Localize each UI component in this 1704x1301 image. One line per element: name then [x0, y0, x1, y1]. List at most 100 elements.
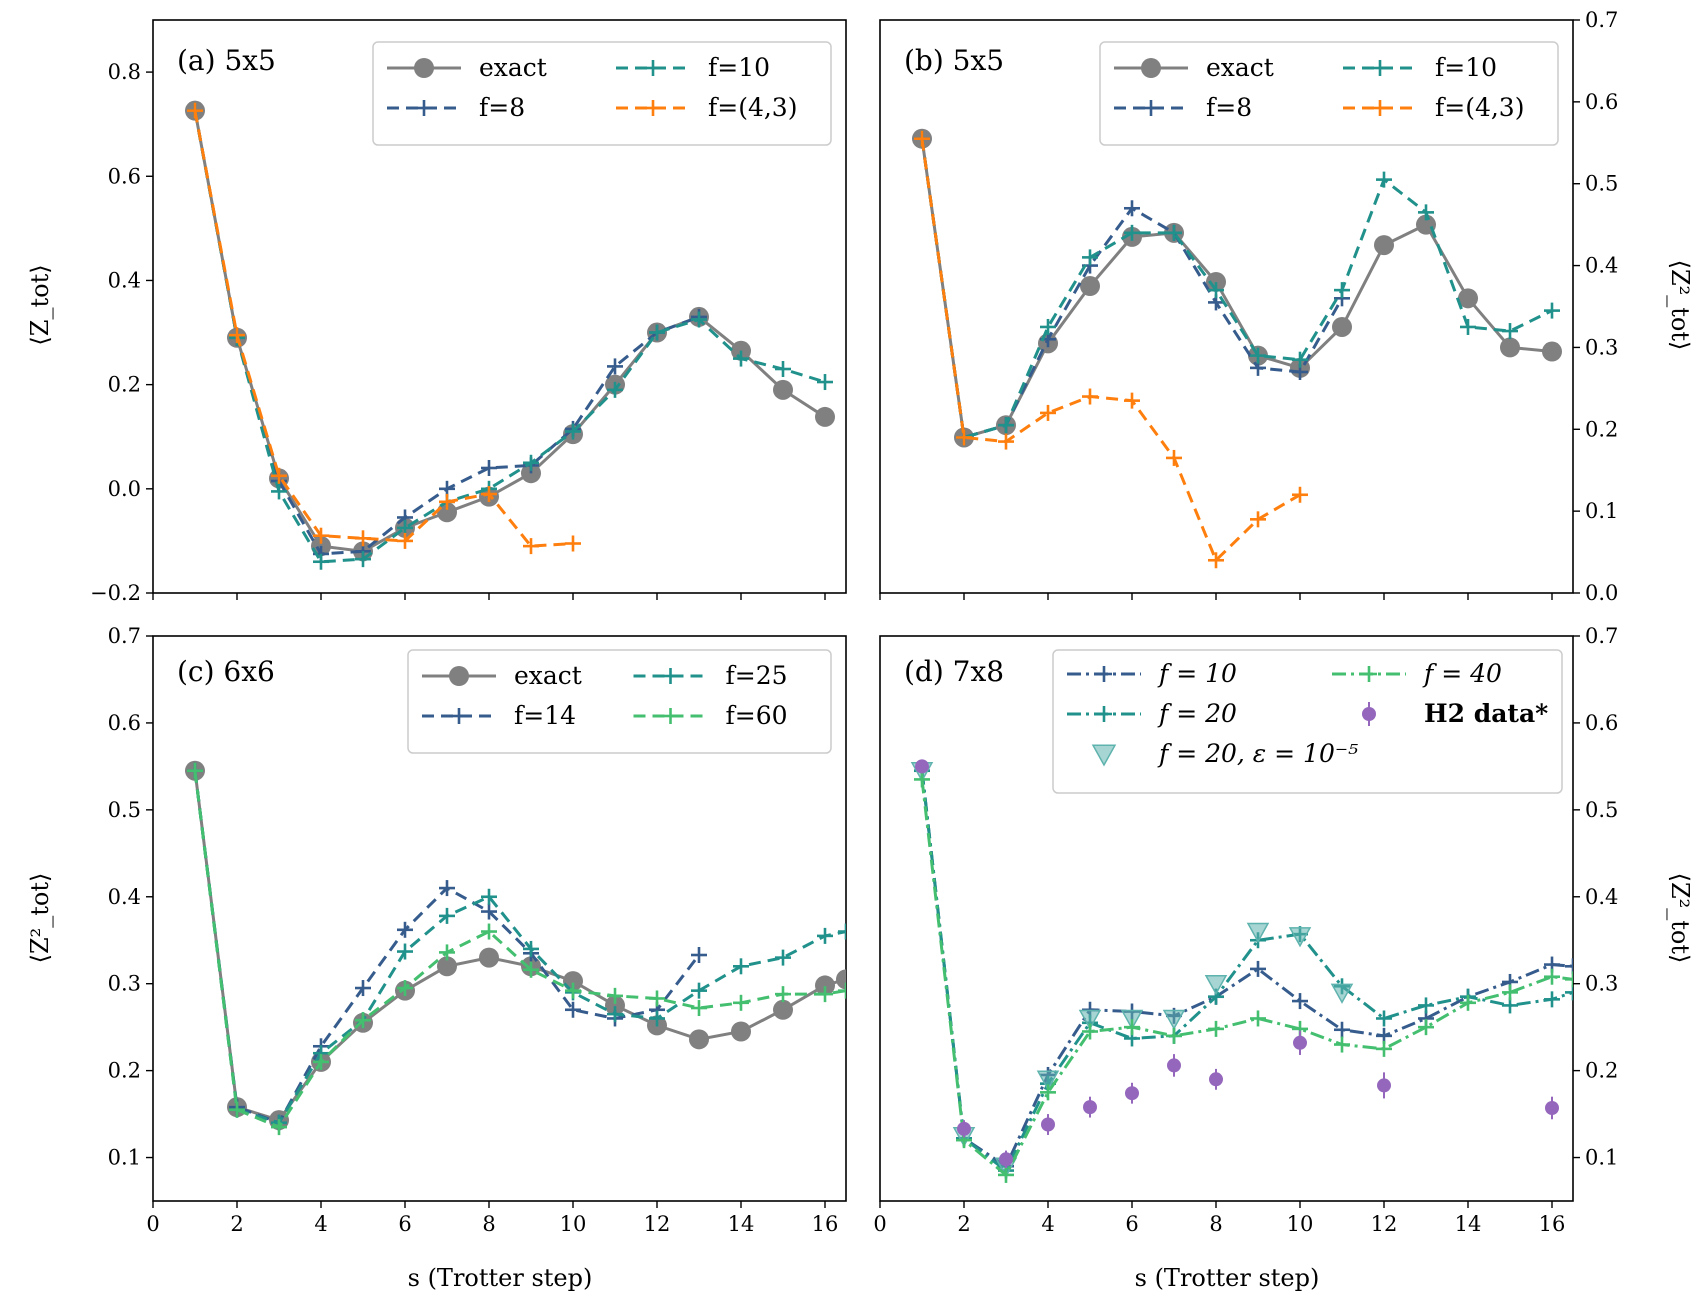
- x-tick-label: 8: [482, 1212, 495, 1236]
- y-tick-label: 0.2: [108, 373, 141, 397]
- x-tick-label: 12: [1371, 1212, 1398, 1236]
- series-exact: [912, 128, 1562, 448]
- legend-swatch: [1091, 744, 1117, 767]
- y-tick-label: 0.7: [1585, 8, 1618, 32]
- legend-frame: [1052, 649, 1563, 794]
- panel-b: (b) 5x5 ⟨Z²_tot⟩ 0.0 0.1 0.2 0.3 0.4 0.5 0.6 0.…: [879, 8, 1694, 605]
- data-point: [1162, 1009, 1186, 1031]
- x-tick-label: 0: [146, 1212, 159, 1236]
- series-f-60: [187, 762, 846, 1136]
- data-point: [1542, 341, 1562, 362]
- legend: f = 10 f = 20 f = 20, ε = 10⁻⁵ f = 40 H2 dat…: [1052, 649, 1563, 794]
- y-axis-label: ⟨Z²_tot⟩: [26, 873, 54, 964]
- data-point: [1167, 1058, 1181, 1073]
- plot-area: [910, 759, 1573, 1183]
- data-point: [1377, 1078, 1391, 1093]
- series-line: [920, 779, 1573, 1178]
- data-point: [1078, 1009, 1102, 1031]
- panel-title: (d) 7x8: [904, 655, 1004, 688]
- legend-entry: f = 40: [1332, 659, 1502, 688]
- data-point: [437, 956, 457, 977]
- data-point: [773, 999, 793, 1020]
- y-tick-label: 0.2: [108, 1059, 141, 1083]
- series-f-25: [187, 762, 846, 1131]
- data-point: [1209, 1072, 1223, 1087]
- legend-entry: H2 data*: [1362, 699, 1548, 728]
- legend-entry: f = 10: [1067, 659, 1237, 688]
- data-point: [773, 379, 793, 400]
- legend-label: f=(4,3): [1435, 93, 1524, 122]
- legend-frame: [407, 649, 832, 754]
- data-point: [479, 947, 499, 968]
- data-point: [915, 759, 929, 774]
- legend: exact f=14 f=25 f=60: [407, 649, 832, 754]
- x-tick-label: 14: [1455, 1212, 1482, 1236]
- y-tick-label: 0.2: [1585, 417, 1618, 441]
- legend-swatch: [449, 666, 469, 686]
- data-point: [999, 1152, 1013, 1167]
- panel-c: (c) 6x6 ⟨Z²_tot⟩ s (Trotter step) 0 2 4 6 8 1…: [26, 624, 847, 1292]
- series-h2-data-: [915, 759, 1559, 1168]
- x-tick-label: 4: [1041, 1212, 1054, 1236]
- y-tick-label: 0.3: [1585, 972, 1618, 996]
- legend-label: f=(4,3): [708, 93, 797, 122]
- series-f-8: [187, 102, 707, 562]
- data-point: [1125, 1086, 1139, 1101]
- legend-label: exact: [514, 661, 582, 690]
- data-point: [605, 995, 625, 1016]
- data-point: [1206, 271, 1226, 292]
- legend-swatch: [1141, 58, 1161, 78]
- x-tick-label: 4: [314, 1212, 327, 1236]
- legend-entry: f=10: [1343, 53, 1497, 82]
- series-line: [920, 138, 1553, 440]
- legend-swatch: [1362, 707, 1376, 721]
- legend-label: H2 data*: [1424, 699, 1548, 728]
- x-tick-label: 0: [873, 1212, 886, 1236]
- legend-label: f=60: [726, 701, 788, 730]
- legend: exact f=8 f=10 f=(4,3): [1099, 41, 1559, 146]
- series-f-40: [914, 771, 1573, 1183]
- panel-a: (a) 5x5 ⟨Z_tot⟩ −0.2 0.0 0.2 0.4 0.6 0.8 exact…: [26, 19, 847, 605]
- legend-entry: exact: [387, 53, 547, 82]
- series-line: [193, 110, 826, 553]
- legend-entry: f=60: [633, 701, 788, 730]
- y-tick-label: 0.7: [1585, 624, 1618, 648]
- plot-area: [912, 128, 1562, 569]
- plot-area: [185, 100, 835, 570]
- series-f-4-3-: [187, 102, 581, 555]
- y-tick-label: 0.5: [1585, 798, 1618, 822]
- legend-entry: f=8: [1114, 93, 1252, 122]
- data-point: [1083, 1100, 1097, 1115]
- series-f-20: [914, 762, 1573, 1179]
- panel-title: (c) 6x6: [177, 655, 275, 688]
- data-point: [1545, 1100, 1559, 1115]
- data-point: [957, 1121, 971, 1136]
- legend-entry: f=14: [422, 701, 576, 730]
- data-point: [1288, 927, 1312, 948]
- y-tick-label: 0.4: [1585, 254, 1618, 278]
- series-line: [193, 770, 846, 1125]
- x-tick-label: 6: [1125, 1212, 1138, 1236]
- y-tick-label: 0.2: [1585, 1059, 1618, 1083]
- series-exact: [185, 760, 846, 1131]
- legend-label: f=25: [726, 661, 788, 690]
- y-tick-label: −0.2: [90, 581, 141, 605]
- legend-swatch: [414, 58, 434, 78]
- x-tick-label: 16: [812, 1212, 839, 1236]
- data-point: [815, 406, 835, 427]
- y-tick-label: 0.8: [108, 60, 141, 84]
- series-f-4-3-: [914, 130, 1308, 569]
- legend-entry: f=25: [633, 661, 788, 690]
- y-axis-label: ⟨Z_tot⟩: [26, 264, 54, 345]
- legend-entry: f=10: [616, 53, 770, 82]
- y-tick-label: 0.0: [1585, 581, 1618, 605]
- series-f-10: [187, 102, 833, 570]
- series-line: [193, 770, 846, 1129]
- data-point: [1041, 1117, 1055, 1132]
- legend-entry: exact: [422, 661, 582, 690]
- y-tick-label: 0.4: [108, 885, 141, 909]
- series-f-20-10-: [910, 761, 1354, 1178]
- series-line: [920, 770, 1573, 1169]
- series-line: [193, 770, 846, 1122]
- data-point: [689, 1029, 709, 1050]
